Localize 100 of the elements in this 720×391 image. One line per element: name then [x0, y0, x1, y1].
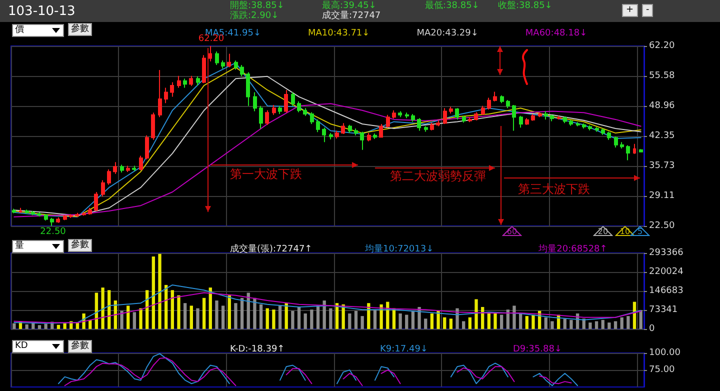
candlestick: [462, 115, 466, 124]
candlestick: [158, 70, 162, 118]
candlestick: [348, 124, 352, 134]
candlestick: [44, 214, 48, 222]
bar: [94, 292, 98, 329]
candlestick: [500, 94, 504, 104]
annotation: 22.50: [40, 227, 66, 238]
candlestick: [373, 133, 377, 140]
candlestick: [215, 50, 219, 66]
bar: [108, 290, 111, 329]
chart-title: 成交量(張):72747↑: [230, 244, 312, 254]
candlestick: [538, 112, 542, 118]
bar: [202, 298, 206, 329]
candlestick: [449, 106, 453, 114]
candlestick: [259, 105, 263, 130]
bar: [424, 318, 428, 329]
bar: [44, 324, 48, 329]
bar: [164, 284, 168, 329]
candlestick: [202, 54, 206, 84]
bar: [474, 299, 478, 329]
candlestick: [582, 123, 586, 130]
candlestick: [19, 207, 22, 214]
bar: [329, 308, 332, 329]
candlestick: [101, 180, 105, 198]
bar: [373, 310, 377, 329]
bar: [354, 310, 358, 329]
dropdown: 價: [12, 24, 64, 37]
bar: [120, 310, 124, 329]
bar: [291, 310, 294, 329]
bar: [208, 288, 212, 329]
candlestick: [379, 123, 383, 138]
candlestick: [316, 118, 320, 133]
bar: [550, 321, 554, 329]
y-tick-label: 22.50: [649, 221, 676, 231]
candlestick: [626, 144, 630, 161]
candlestick: [265, 110, 269, 126]
bar: [342, 304, 345, 329]
candlestick: [113, 162, 117, 174]
candlestick: [164, 87, 168, 104]
text: MA60:48.18↓: [525, 28, 588, 38]
bar: [436, 310, 440, 329]
bar: [152, 256, 156, 329]
candlestick: [253, 92, 257, 112]
candlestick: [189, 75, 193, 86]
candlestick: [246, 72, 250, 106]
bar: [259, 304, 263, 329]
candlestick: [430, 122, 434, 131]
bar: [500, 314, 504, 329]
bar: [63, 323, 66, 329]
candlestick: [208, 46, 212, 62]
bar: [56, 324, 60, 329]
bar: [126, 306, 130, 329]
y-tick-label: 100.00: [649, 348, 681, 358]
bar: [177, 295, 180, 329]
bar: [304, 313, 307, 329]
bar: [101, 288, 104, 329]
candlestick: [82, 211, 86, 216]
candlestick: [94, 191, 98, 212]
bar: [626, 316, 630, 329]
candlestick: [544, 110, 548, 120]
dropdown: 量: [12, 240, 64, 253]
bar: [278, 306, 282, 329]
candlestick: [455, 108, 459, 120]
button: 參數: [68, 239, 92, 252]
candlestick: [398, 110, 402, 118]
bar: [518, 313, 522, 329]
dropdown: KD: [12, 340, 64, 353]
button: 參數: [68, 340, 92, 353]
bar: [398, 313, 402, 329]
bar: [139, 308, 142, 329]
candlestick: [354, 128, 358, 136]
button: +: [622, 4, 638, 17]
bar: [146, 290, 149, 329]
candlestick: [322, 127, 326, 143]
candlestick: [75, 212, 79, 218]
y-tick-label: 73341: [649, 305, 678, 315]
candlestick: [291, 92, 295, 106]
bar: [132, 312, 136, 329]
bar: [228, 295, 231, 329]
candlestick: [468, 116, 472, 123]
candlestick: [576, 122, 580, 127]
bar: [348, 313, 352, 329]
y-tick-label: 48.96: [649, 101, 676, 112]
candlestick: [170, 82, 174, 98]
bar: [532, 314, 535, 329]
bar: [405, 314, 408, 329]
bar: [190, 306, 193, 329]
candlestick: [569, 119, 573, 126]
candlestick: [487, 97, 491, 110]
bar: [506, 310, 510, 329]
text: MA20:43.29↓: [416, 28, 478, 38]
bar: [594, 321, 598, 329]
annotation: 第二大波弱勢反彈: [390, 169, 486, 183]
bar: [487, 313, 490, 329]
text: 均量20:68528↑: [538, 244, 608, 254]
candlestick: [139, 155, 143, 171]
candlestick: [145, 134, 149, 160]
candlestick: [272, 104, 276, 116]
bar: [360, 316, 364, 329]
candlestick: [443, 108, 447, 124]
